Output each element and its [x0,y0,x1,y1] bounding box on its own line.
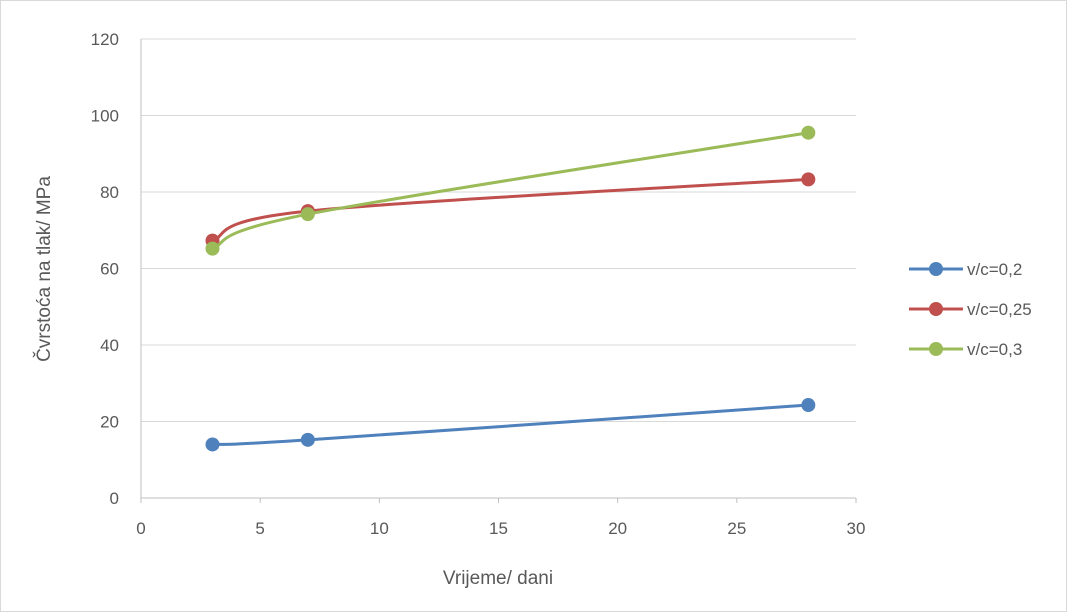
x-tick-label-10: 10 [370,519,389,538]
series-line-3 [211,131,809,251]
legend-swatch-marker-2 [929,302,943,316]
y-tick-label-60: 60 [100,260,119,279]
legend-item-3: v/c=0,3 [909,340,1022,359]
series-2 [205,172,816,248]
legend: v/c=0,2 v/c=0,25 v/c=0,3 [909,260,1032,359]
legend-swatch-marker-3 [929,342,943,356]
y-tick-label-100: 100 [91,107,119,126]
axes: 0 20 40 60 80 100 120 0 5 10 15 20 25 30 [91,30,866,538]
legend-label-2: v/c=0,25 [967,300,1032,319]
legend-label-3: v/c=0,3 [967,340,1022,359]
legend-swatch-marker-1 [929,262,943,276]
data-point-s3-3 [801,125,816,140]
x-tick-label-25: 25 [727,519,746,538]
data-point-s1-2 [300,432,315,447]
series-layer [205,125,816,452]
x-tick-label-30: 30 [847,519,866,538]
data-point-s1-1 [205,437,220,452]
series-1 [205,398,816,452]
series-line-2 [211,177,809,243]
x-tick-label-20: 20 [608,519,627,538]
legend-item-1: v/c=0,2 [909,260,1022,279]
x-tick-label-15: 15 [489,519,508,538]
data-point-s3-2 [300,207,315,222]
series-line-1 [212,403,809,446]
y-tick-label-0: 0 [110,489,119,508]
x-axis-title: Vrijeme/ dani [443,568,553,589]
y-tick-label-80: 80 [100,183,119,202]
data-point-s1-3 [801,398,816,413]
y-tick-label-40: 40 [100,336,119,355]
gridlines [141,38,856,422]
series-3 [205,125,816,256]
x-tick-label-5: 5 [255,519,264,538]
data-point-s2-3 [801,172,816,187]
legend-label-1: v/c=0,2 [967,260,1022,279]
x-tick-label-0: 0 [136,519,145,538]
y-tick-label-20: 20 [100,413,119,432]
y-tick-label-120: 120 [91,30,119,49]
legend-item-2: v/c=0,25 [909,300,1032,319]
y-axis-title: Čvrstoća na tlak/ MPa [33,176,55,362]
data-point-s3-1 [205,241,220,256]
